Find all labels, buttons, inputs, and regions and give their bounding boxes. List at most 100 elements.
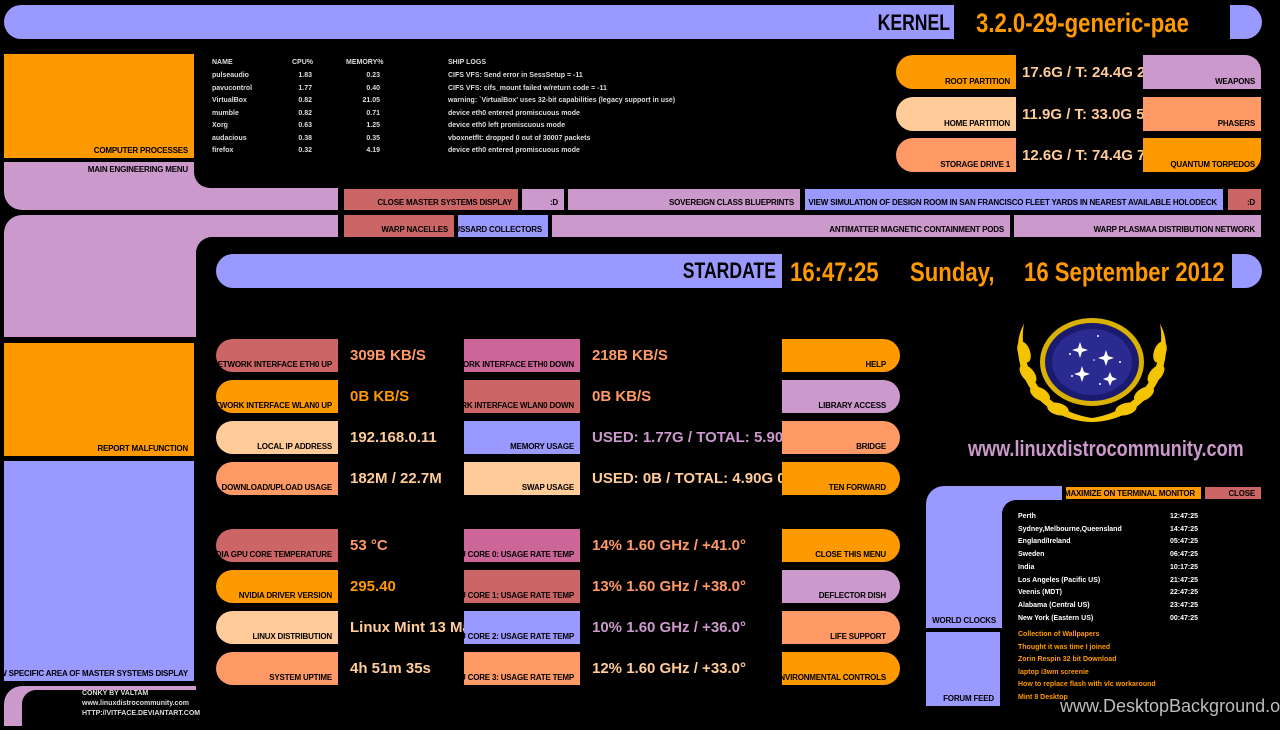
view-specific-area-panel[interactable]: VIEW SPECIFIC AREA OF MASTER SYSTEMS DIS… bbox=[4, 461, 194, 681]
bussard-collectors-button[interactable]: BUSSARD COLLECTORS bbox=[458, 215, 548, 237]
home-partition-value: 11.9G / T: 33.0G 59% bbox=[1022, 106, 1167, 123]
clock-city: Sydney,Melbourne,Queensland bbox=[1018, 525, 1122, 533]
close-master-systems-button[interactable]: CLOSE MASTER SYSTEMS DISPLAY bbox=[344, 189, 518, 210]
clock-time: 12:47:25 bbox=[1170, 513, 1199, 520]
clock-time: 22:47:25 bbox=[1170, 589, 1199, 597]
stat-label: NETWORK INTERFACE ETH0 DOWN bbox=[464, 339, 580, 372]
stardate-bar bbox=[216, 254, 782, 288]
stat-value: 295.40 bbox=[350, 578, 396, 595]
menu-button[interactable]: LIBRARY ACCESS bbox=[782, 380, 900, 413]
menu-button[interactable]: DEFLECTOR DISH bbox=[782, 570, 900, 603]
process-cpu: 1.77 bbox=[298, 84, 312, 92]
clock-city: Alabama (Central US) bbox=[1018, 601, 1090, 609]
stardate-end-cap bbox=[1232, 254, 1262, 288]
stat-label: CPU CORE 2: USAGE RATE TEMP bbox=[464, 611, 580, 644]
process-cpu: 0.82 bbox=[298, 109, 312, 117]
feed-item[interactable]: How to replace flash with vlc workaround bbox=[1018, 681, 1156, 688]
menu-button[interactable]: TEN FORWARD bbox=[782, 462, 900, 495]
stat-label: LOCAL IP ADDRESS bbox=[216, 421, 338, 454]
process-name: firefox bbox=[212, 147, 234, 154]
stat-label: NVIDIA GPU CORE TEMPERATURE bbox=[216, 529, 338, 562]
menu-button[interactable]: HELP bbox=[782, 339, 900, 372]
process-name: mumble bbox=[212, 109, 239, 117]
home-partition-label: HOME PARTITION bbox=[896, 97, 1016, 131]
holodeck-simulation-button[interactable]: VIEW SIMULATION OF DESIGN ROOM IN SAN FR… bbox=[805, 189, 1223, 210]
process-memory: 21.05 bbox=[362, 97, 380, 104]
feed-item[interactable]: laptop i3wm screenie bbox=[1018, 668, 1089, 676]
conky-credit-line: HTTP://VITFACE.DEVIANTART.COM bbox=[82, 710, 201, 717]
clock-city: Los Angeles (Pacific US) bbox=[1018, 576, 1101, 584]
clock-city: Veenis (MDT) bbox=[1018, 589, 1062, 597]
weapons-button[interactable]: WEAPONS bbox=[1143, 55, 1261, 89]
stat-value: 13% 1.60 GHz / +38.0° bbox=[592, 578, 747, 595]
stat-label: NETWORK INTERFACE WLAN0 DOWN bbox=[464, 380, 580, 413]
smiley-button-1[interactable]: :D bbox=[522, 189, 564, 210]
feed-item[interactable]: Zorin Respin 32 bit Download bbox=[1018, 656, 1117, 663]
quantum-torpedos-button[interactable]: QUANTUM TORPEDOS bbox=[1143, 138, 1261, 172]
stat-value: Linux Mint 13 Maya bbox=[350, 619, 488, 636]
clock-time: 00:47:25 bbox=[1170, 614, 1199, 622]
process-cpu: 0.82 bbox=[298, 97, 312, 104]
stat-label: NETWORK INTERFACE WLAN0 UP bbox=[216, 380, 338, 413]
log-line: CIFS VFS: cifs_mount failed w/return cod… bbox=[448, 84, 607, 92]
antimatter-pods-button[interactable]: ANTIMATTER MAGNETIC CONTAINMENT PODS bbox=[552, 215, 1010, 237]
stardate-day: Sunday, bbox=[910, 257, 995, 287]
clock-city: England/Ireland bbox=[1018, 538, 1071, 546]
ship-logs-title: SHIP LOGS bbox=[448, 59, 486, 66]
menu-button[interactable]: CLOSE THIS MENU bbox=[782, 529, 900, 562]
process-memory: 0.23 bbox=[366, 72, 380, 79]
clock-city: India bbox=[1018, 563, 1035, 571]
conky-credit-line: CONKY BY VALTAM bbox=[82, 690, 149, 697]
feed-item[interactable]: Thought it was time I joined bbox=[1018, 643, 1111, 651]
stat-label: SYSTEM UPTIME bbox=[216, 652, 338, 685]
clock-time: 06:47:25 bbox=[1170, 551, 1199, 559]
process-header-name: NAME bbox=[212, 59, 233, 66]
smiley-button-2[interactable]: :D bbox=[1228, 189, 1261, 210]
stat-value: 218B KB/S bbox=[592, 347, 668, 364]
report-malfunction-panel[interactable]: REPORT MALFUNCTION bbox=[4, 343, 194, 456]
top-frame-bar bbox=[4, 5, 954, 39]
stat-value: 4h 51m 35s bbox=[350, 660, 431, 677]
engineering-elbow-cutout bbox=[194, 162, 338, 188]
menu-button[interactable]: ENVIRONMENTAL CONTROLS bbox=[782, 652, 900, 685]
feed-item[interactable]: Collection of Wallpapers bbox=[1018, 631, 1100, 638]
log-line: vboxnetflt: dropped 0 out of 30007 packe… bbox=[448, 134, 591, 142]
warp-plasma-button[interactable]: WARP PLASMAA DISTRIBUTION NETWORK bbox=[1014, 215, 1261, 237]
phasers-button[interactable]: PHASERS bbox=[1143, 97, 1261, 131]
stat-label: DOWNLOAD/UPLOAD USAGE bbox=[216, 462, 338, 495]
log-line: warning: `VirtualBox' uses 32-bit capabi… bbox=[448, 97, 676, 104]
clock-time: 10:17:25 bbox=[1170, 563, 1199, 571]
menu-button[interactable]: LIFE SUPPORT bbox=[782, 611, 900, 644]
stat-value: 0B KB/S bbox=[350, 388, 410, 405]
sovereign-blueprints-button[interactable]: SOVEREIGN CLASS BLUEPRINTS bbox=[568, 189, 800, 210]
stat-value: 53 °C bbox=[350, 537, 388, 554]
process-name: Xorg bbox=[212, 122, 228, 129]
conky-credit-line: www.linuxdistrocommunity.com bbox=[82, 700, 189, 707]
site-url[interactable]: www.linuxdistrocommunity.com bbox=[968, 436, 1244, 461]
clocks-frame-cutout bbox=[1002, 500, 1062, 628]
stardate-date: 16 September 2012 bbox=[1024, 257, 1225, 287]
stat-label: NVIDIA DRIVER VERSION bbox=[216, 570, 338, 603]
clock-city: Sweden bbox=[1018, 551, 1045, 559]
stat-label: CPU CORE 3: USAGE RATE TEMP bbox=[464, 652, 580, 685]
process-memory: 1.25 bbox=[366, 122, 380, 129]
main-engineering-menu-label[interactable]: MAIN ENGINEERING MENU bbox=[87, 165, 188, 174]
computer-processes-panel[interactable]: COMPUTER PROCESSES bbox=[4, 54, 194, 158]
stat-value: 12% 1.60 GHz / +33.0° bbox=[592, 660, 747, 677]
process-cpu: 0.32 bbox=[298, 147, 312, 154]
stat-value: 0B KB/S bbox=[592, 388, 652, 405]
storage-drive-label: STORAGE DRIVE 1 bbox=[896, 138, 1016, 172]
close-clocks-button[interactable]: CLOSE bbox=[1205, 487, 1261, 499]
stat-label: MEMORY USAGE bbox=[464, 421, 580, 454]
forum-feed-label: FORUM FEED bbox=[926, 632, 1000, 706]
process-header-memory: MEMORY% bbox=[346, 59, 384, 66]
kernel-version-label: KERNEL VERSION bbox=[870, 10, 950, 65]
warp-nacelles-button[interactable]: WARP NACELLES bbox=[344, 215, 454, 237]
clock-city: Perth bbox=[1018, 513, 1036, 520]
world-clocks-label: WORLD CLOCKS bbox=[932, 616, 996, 625]
log-line: device eth0 left promiscuous mode bbox=[448, 122, 566, 129]
stardate-label: STARDATE bbox=[682, 258, 776, 283]
feed-item[interactable]: Mint 8 Desktop bbox=[1018, 693, 1068, 701]
menu-button[interactable]: BRIDGE bbox=[782, 421, 900, 454]
maximize-terminal-button[interactable]: MAXIMIZE ON TERMINAL MONITOR bbox=[1066, 487, 1201, 499]
